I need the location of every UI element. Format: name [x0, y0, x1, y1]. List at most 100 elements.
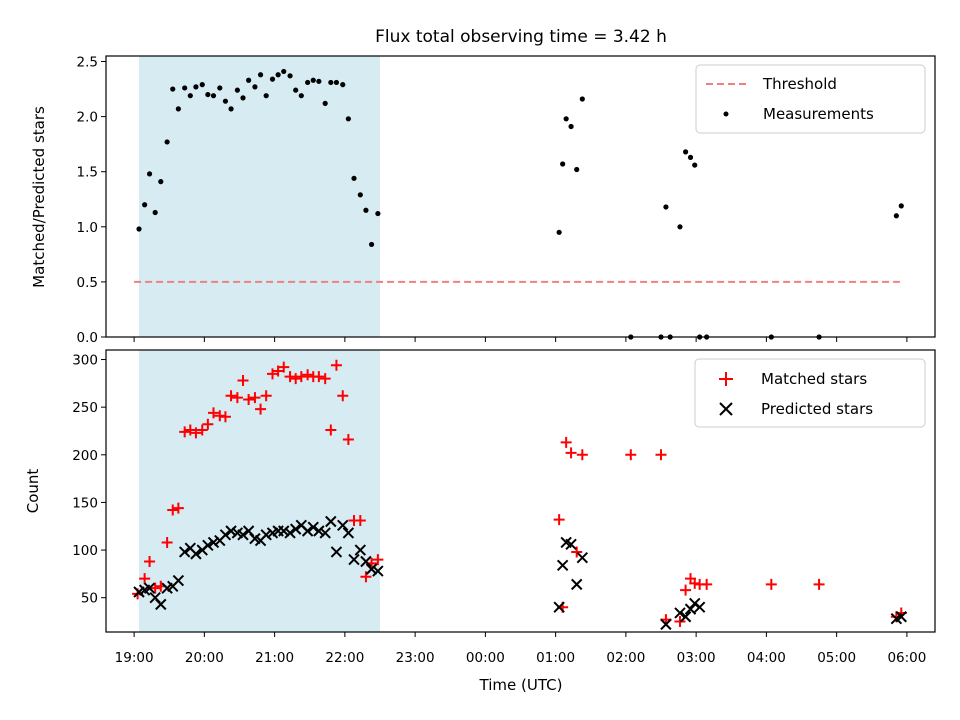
matched-star-point — [149, 582, 161, 594]
x-tick-label: 23:00 — [396, 650, 435, 666]
predicted-star-point — [679, 611, 692, 623]
predicted-star-point — [155, 598, 167, 611]
measurement-point — [187, 93, 193, 99]
matched-star-point — [139, 573, 151, 585]
matched-star-point — [576, 449, 588, 461]
predicted-star-point — [313, 525, 325, 537]
matched-star-point — [172, 502, 184, 514]
measurement-point — [322, 100, 328, 106]
matched-star-point — [167, 504, 179, 516]
x-tick-label: 19:00 — [115, 650, 154, 666]
chart-title: Flux total observing time = 3.42 h — [375, 27, 667, 47]
matched-star-point — [674, 616, 686, 628]
measurement-point — [305, 79, 311, 86]
matched-star-point — [319, 373, 331, 385]
legend-threshold-label: Threshold — [762, 75, 837, 93]
matched-star-point — [272, 365, 284, 377]
top-x-ticks — [133, 337, 908, 342]
top-axes-frame — [105, 55, 936, 338]
x-tick-label: 20:00 — [185, 650, 224, 666]
measurement-point — [152, 209, 158, 216]
matched-star-point — [302, 369, 314, 381]
measurement-point — [136, 226, 142, 232]
measurement-point — [142, 202, 148, 208]
x-tick-label: 04:00 — [747, 650, 786, 666]
predicted-star-point — [278, 525, 290, 537]
measurement-point — [368, 241, 375, 248]
top-legend-box — [695, 64, 926, 134]
measurement-point — [687, 154, 694, 160]
measurement-point — [351, 175, 357, 181]
measurement-point — [310, 77, 316, 83]
measurement-point — [298, 93, 304, 99]
bottom-y-tick-label: 150 — [72, 495, 98, 511]
matched-star-point — [295, 371, 307, 383]
measurement-point — [560, 161, 566, 167]
measurement-point — [375, 210, 381, 217]
predicted-star-point — [225, 525, 237, 537]
measurement-point — [175, 106, 181, 112]
top-y-tick-label: 2.0 — [77, 110, 98, 126]
predicted-star-point — [172, 574, 185, 587]
measurement-point — [182, 85, 188, 91]
matched-star-point — [219, 411, 231, 423]
measurement-point — [357, 192, 363, 198]
matched-star-point — [207, 407, 219, 419]
predicted-star-point — [895, 611, 907, 623]
bottom-panel: 50 100 150 200 250 300 19:00 20:00 21:00 22:00 23… — [24, 349, 936, 694]
measurement-point — [146, 171, 153, 177]
measurement-point — [363, 207, 369, 213]
predicted-star-point — [325, 515, 337, 528]
x-tick-label: 05:00 — [817, 650, 856, 666]
measurement-point — [663, 204, 669, 210]
legend-measurements-swatch — [723, 111, 729, 117]
measurement-point — [328, 79, 334, 86]
predicted-star-point — [289, 523, 302, 535]
measurement-point — [263, 93, 269, 99]
matched-star-point — [565, 447, 577, 459]
matched-star-point — [655, 449, 667, 461]
predicted-star-point — [237, 529, 249, 541]
x-tick-label: 03:00 — [677, 650, 716, 666]
matched-star-point — [330, 359, 342, 371]
predicted-star-point — [337, 519, 349, 532]
measurement-point — [281, 68, 287, 75]
measurement-point — [677, 224, 683, 230]
measurement-point — [269, 76, 276, 82]
legend-predicted-swatch — [719, 402, 733, 416]
measurement-point — [228, 106, 234, 112]
bottom-y-tick-label: 200 — [72, 448, 98, 464]
matched-star-point — [813, 578, 825, 590]
top-legend: Threshold Measurements — [695, 64, 926, 134]
bottom-y-ticks: 50 100 150 200 250 300 — [72, 353, 106, 607]
top-y-tick-label: 1.5 — [77, 165, 98, 181]
bottom-legend-box — [694, 358, 926, 428]
matched-star-point — [680, 584, 692, 596]
matched-star-point — [202, 418, 214, 430]
measurement-point — [568, 123, 574, 130]
measurement-point — [222, 98, 229, 104]
predicted-star-point — [553, 601, 565, 613]
legend-measurements-label: Measurements — [763, 105, 874, 123]
measurement-point — [199, 82, 205, 88]
predicted-star-point — [660, 618, 672, 631]
measurement-point — [252, 84, 258, 90]
x-tick-label: 02:00 — [606, 650, 645, 666]
top-y-tick-label: 0.5 — [77, 275, 98, 291]
matched-star-point — [372, 554, 384, 566]
measurement-point — [563, 116, 569, 122]
x-tick-label: 00:00 — [466, 650, 505, 666]
predicted-star-point — [143, 582, 156, 594]
x-tick-label: 21:00 — [255, 650, 294, 666]
bottom-legend: Matched stars Predicted stars — [694, 358, 926, 428]
predicted-star-point — [301, 525, 314, 537]
predicted-star-point — [178, 546, 191, 558]
measurements-points — [136, 68, 904, 340]
measurement-point — [205, 91, 211, 98]
measurement-point — [217, 85, 223, 91]
matched-star-point — [225, 390, 237, 402]
matched-star-point — [260, 390, 272, 402]
matched-star-point — [571, 546, 583, 558]
matched-star-point — [144, 556, 156, 567]
matched-star-point — [237, 374, 249, 386]
